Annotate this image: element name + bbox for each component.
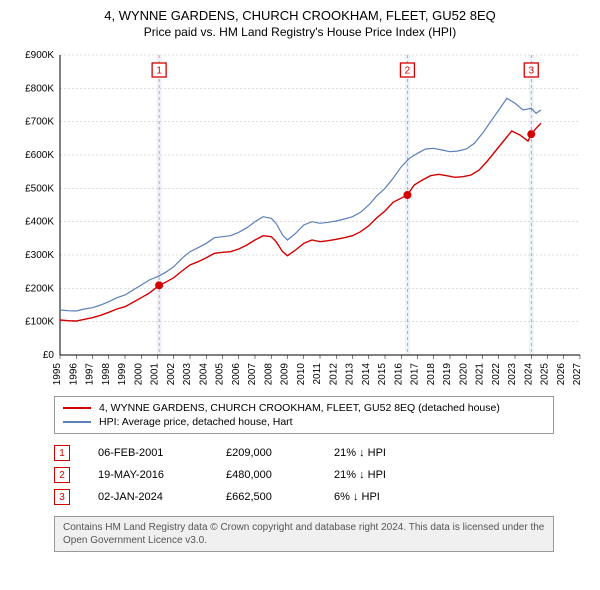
svg-text:1: 1 bbox=[156, 66, 162, 77]
legend-item: HPI: Average price, detached house, Hart bbox=[63, 415, 545, 429]
svg-text:2006: 2006 bbox=[231, 363, 242, 386]
svg-text:2010: 2010 bbox=[296, 363, 307, 386]
legend: 4, WYNNE GARDENS, CHURCH CROOKHAM, FLEET… bbox=[54, 396, 554, 434]
svg-text:2024: 2024 bbox=[523, 363, 534, 386]
svg-text:£600K: £600K bbox=[25, 150, 54, 161]
svg-text:3: 3 bbox=[528, 66, 534, 77]
svg-text:£900K: £900K bbox=[25, 50, 54, 61]
sale-date: 19-MAY-2016 bbox=[98, 469, 198, 481]
svg-text:2009: 2009 bbox=[280, 363, 291, 386]
svg-text:1998: 1998 bbox=[101, 363, 112, 386]
svg-text:2027: 2027 bbox=[572, 363, 583, 386]
svg-text:1996: 1996 bbox=[68, 363, 79, 386]
svg-text:2025: 2025 bbox=[540, 363, 551, 386]
svg-text:£800K: £800K bbox=[25, 83, 54, 94]
sale-marker-box: 3 bbox=[54, 489, 70, 505]
sale-price: £662,500 bbox=[226, 491, 306, 503]
svg-text:2012: 2012 bbox=[328, 363, 339, 386]
sale-price: £209,000 bbox=[226, 447, 306, 459]
sale-row: 2 19-MAY-2016 £480,000 21% ↓ HPI bbox=[54, 464, 554, 486]
svg-text:2000: 2000 bbox=[133, 363, 144, 386]
svg-text:2011: 2011 bbox=[312, 363, 323, 385]
sale-hpi-delta: 6% ↓ HPI bbox=[334, 491, 424, 503]
svg-text:1997: 1997 bbox=[85, 363, 96, 386]
svg-text:2021: 2021 bbox=[475, 363, 486, 386]
sale-price: £480,000 bbox=[226, 469, 306, 481]
legend-item: 4, WYNNE GARDENS, CHURCH CROOKHAM, FLEET… bbox=[63, 401, 545, 415]
sale-marker-box: 2 bbox=[54, 467, 70, 483]
legend-label: 4, WYNNE GARDENS, CHURCH CROOKHAM, FLEET… bbox=[99, 402, 500, 414]
svg-text:2016: 2016 bbox=[393, 363, 404, 386]
svg-text:2020: 2020 bbox=[458, 363, 469, 386]
sale-date: 06-FEB-2001 bbox=[98, 447, 198, 459]
svg-text:£200K: £200K bbox=[25, 283, 54, 294]
sale-row: 3 02-JAN-2024 £662,500 6% ↓ HPI bbox=[54, 486, 554, 508]
sale-hpi-delta: 21% ↓ HPI bbox=[334, 469, 424, 481]
svg-text:£0: £0 bbox=[43, 350, 55, 361]
svg-text:2019: 2019 bbox=[442, 363, 453, 386]
title-address: 4, WYNNE GARDENS, CHURCH CROOKHAM, FLEET… bbox=[12, 8, 588, 23]
svg-text:2017: 2017 bbox=[410, 363, 421, 386]
svg-text:2013: 2013 bbox=[345, 363, 356, 386]
svg-text:£400K: £400K bbox=[25, 217, 54, 228]
svg-text:1995: 1995 bbox=[52, 363, 63, 386]
sale-hpi-delta: 21% ↓ HPI bbox=[334, 447, 424, 459]
svg-text:1999: 1999 bbox=[117, 363, 128, 386]
svg-text:2022: 2022 bbox=[491, 363, 502, 386]
sales-list: 1 06-FEB-2001 £209,000 21% ↓ HPI 2 19-MAY-201… bbox=[54, 442, 554, 508]
sale-date: 02-JAN-2024 bbox=[98, 491, 198, 503]
svg-text:£700K: £700K bbox=[25, 117, 54, 128]
svg-text:2005: 2005 bbox=[215, 363, 226, 386]
svg-text:2002: 2002 bbox=[166, 363, 177, 386]
svg-text:£500K: £500K bbox=[25, 183, 54, 194]
svg-text:£100K: £100K bbox=[25, 317, 54, 328]
sale-row: 1 06-FEB-2001 £209,000 21% ↓ HPI bbox=[54, 442, 554, 464]
chart-area: £0 £100K £200K £300K £400K £500K £600K £700K £80… bbox=[12, 45, 588, 390]
chart-container: 4, WYNNE GARDENS, CHURCH CROOKHAM, FLEET… bbox=[0, 0, 600, 560]
legend-swatch bbox=[63, 407, 91, 409]
svg-text:2003: 2003 bbox=[182, 363, 193, 386]
title-subtitle: Price paid vs. HM Land Registry's House … bbox=[12, 25, 588, 39]
svg-text:£300K: £300K bbox=[25, 250, 54, 261]
svg-text:2018: 2018 bbox=[426, 363, 437, 386]
svg-text:2001: 2001 bbox=[150, 363, 161, 386]
svg-text:2007: 2007 bbox=[247, 363, 258, 386]
svg-text:2: 2 bbox=[405, 66, 411, 77]
legend-swatch bbox=[63, 421, 91, 423]
svg-text:2004: 2004 bbox=[198, 363, 209, 386]
svg-text:2026: 2026 bbox=[556, 363, 567, 386]
svg-text:2014: 2014 bbox=[361, 363, 372, 386]
svg-text:2023: 2023 bbox=[507, 363, 518, 386]
svg-text:2015: 2015 bbox=[377, 363, 388, 386]
legend-label: HPI: Average price, detached house, Hart bbox=[99, 416, 293, 428]
price-chart-svg: £0 £100K £200K £300K £400K £500K £600K £700K £80… bbox=[12, 45, 588, 390]
sale-marker-box: 1 bbox=[54, 445, 70, 461]
svg-text:2008: 2008 bbox=[263, 363, 274, 386]
attribution-footer: Contains HM Land Registry data © Crown c… bbox=[54, 516, 554, 552]
title-block: 4, WYNNE GARDENS, CHURCH CROOKHAM, FLEET… bbox=[12, 8, 588, 39]
